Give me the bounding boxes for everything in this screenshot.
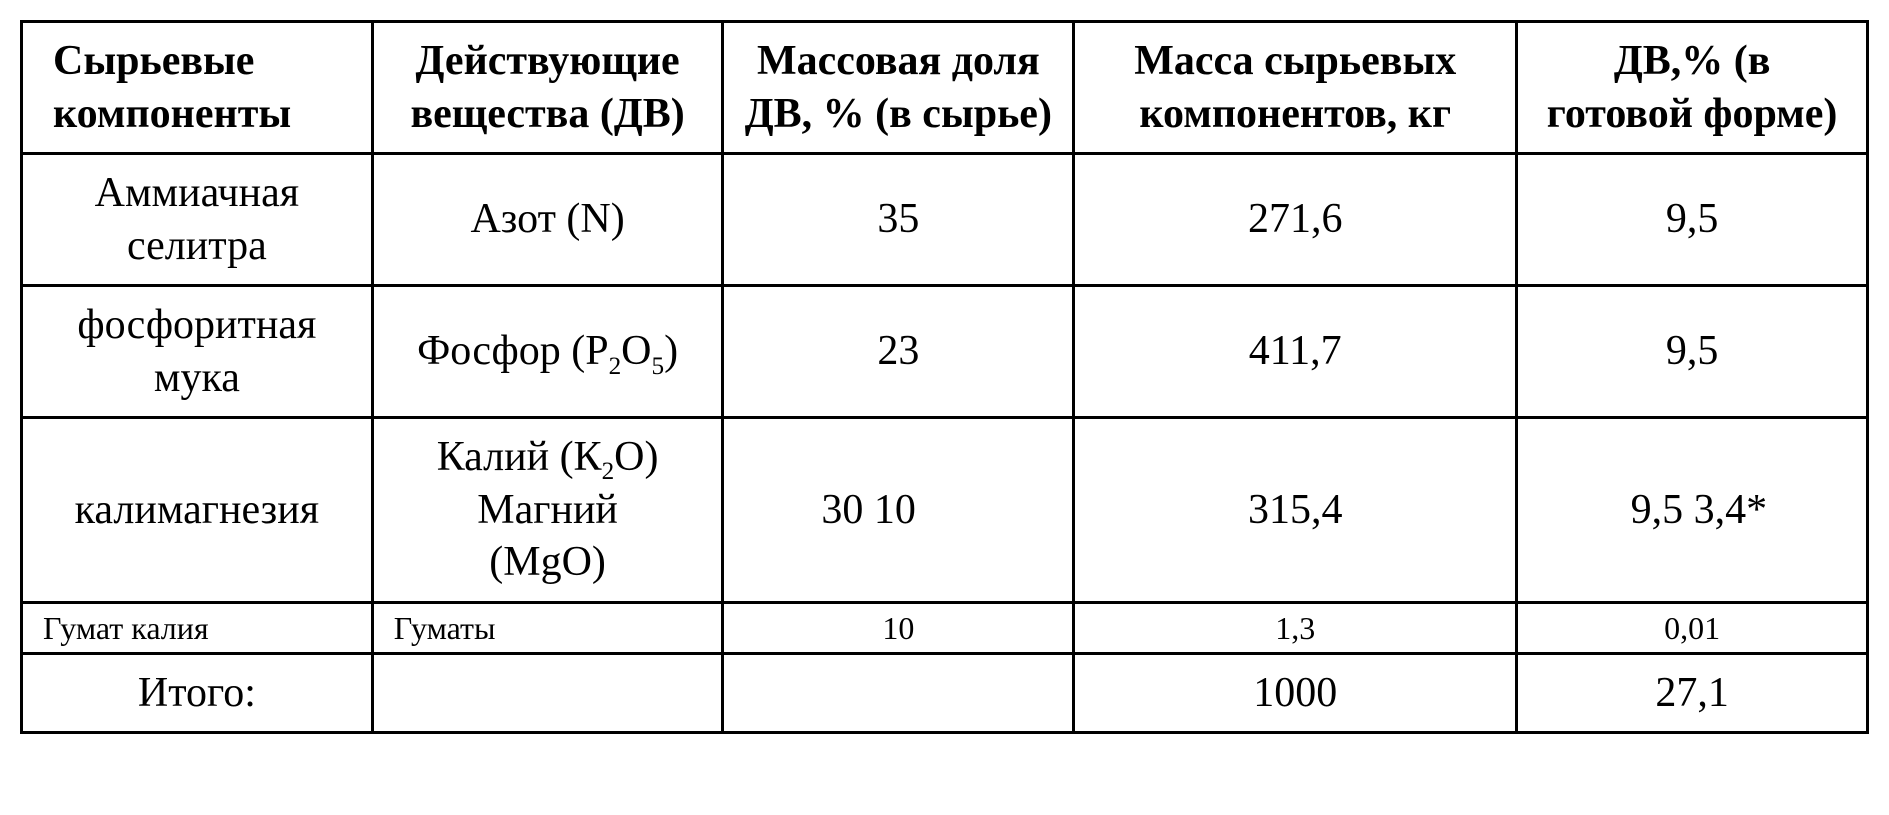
cell-total-label: Итого: <box>22 653 373 733</box>
cell-substance: Калий (К2O)Магний(MgO) <box>372 418 723 603</box>
cell-component: Аммиачная селитра <box>22 154 373 286</box>
column-header: Сырьевые компоненты <box>22 22 373 154</box>
cell-mass-fraction: 10 <box>723 602 1074 653</box>
cell-mass-fraction: 35 <box>723 154 1074 286</box>
cell-mass: 271,6 <box>1074 154 1517 286</box>
cell-substance: Фосфор (P2O5) <box>372 286 723 418</box>
table-body: Аммиачная селитра Азот (N) 35 271,6 9,5 … <box>22 154 1868 733</box>
cell-mass-fraction: 30 10 <box>723 418 1074 603</box>
cell-mass: 315,4 <box>1074 418 1517 603</box>
table-row: фосфоритная мука Фосфор (P2O5) 23 411,7 … <box>22 286 1868 418</box>
table-header-row: Сырьевые компоненты Действующие вещества… <box>22 22 1868 154</box>
cell-component: фосфоритная мука <box>22 286 373 418</box>
cell-component: калимагнезия <box>22 418 373 603</box>
column-header: Масса сырьевых компонентов, кг <box>1074 22 1517 154</box>
cell-dv-percent: 9,5 <box>1517 286 1868 418</box>
cell-empty <box>372 653 723 733</box>
cell-total-dv: 27,1 <box>1517 653 1868 733</box>
column-header: Действующие вещества (ДВ) <box>372 22 723 154</box>
table-row: калимагнезия Калий (К2O)Магний(MgO) 30 1… <box>22 418 1868 603</box>
column-header: Массовая доля ДВ, % (в сырье) <box>723 22 1074 154</box>
cell-dv-percent: 9,5 3,4* <box>1517 418 1868 603</box>
table-row: Аммиачная селитра Азот (N) 35 271,6 9,5 <box>22 154 1868 286</box>
column-header: ДВ,% (в готовой форме) <box>1517 22 1868 154</box>
table-row: Гумат калия Гуматы 10 1,3 0,01 <box>22 602 1868 653</box>
cell-dv-percent: 0,01 <box>1517 602 1868 653</box>
cell-mass: 411,7 <box>1074 286 1517 418</box>
cell-dv-percent: 9,5 <box>1517 154 1868 286</box>
composition-table: Сырьевые компоненты Действующие вещества… <box>20 20 1869 734</box>
cell-substance: Азот (N) <box>372 154 723 286</box>
cell-total-mass: 1000 <box>1074 653 1517 733</box>
cell-empty <box>723 653 1074 733</box>
cell-substance: Гуматы <box>372 602 723 653</box>
cell-mass: 1,3 <box>1074 602 1517 653</box>
table-row-total: Итого: 1000 27,1 <box>22 653 1868 733</box>
cell-mass-fraction: 23 <box>723 286 1074 418</box>
cell-component: Гумат калия <box>22 602 373 653</box>
